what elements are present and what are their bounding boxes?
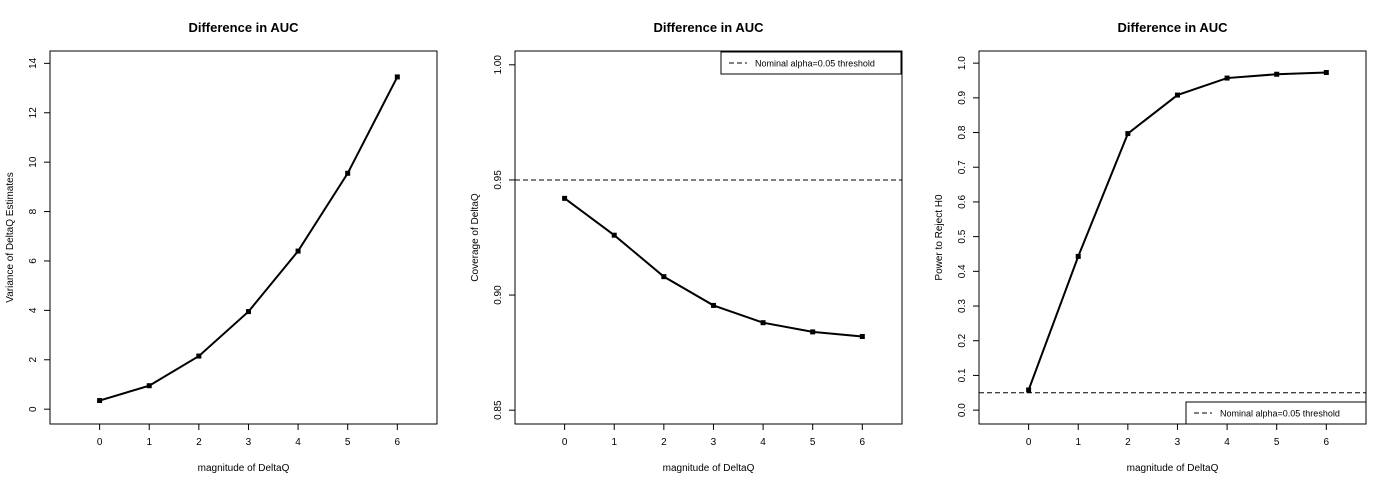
y-tick-label: 0.1 (957, 368, 968, 382)
legend-label: Nominal alpha=0.05 threshold (755, 59, 875, 69)
y-tick-label: 0.2 (957, 333, 968, 347)
y-tick-label: 0.0 (957, 403, 968, 417)
x-tick-label: 4 (1224, 437, 1230, 448)
x-tick-label: 3 (1175, 437, 1181, 448)
y-tick-label: 0.6 (957, 195, 968, 209)
y-tick-label: 1.00 (493, 55, 504, 75)
x-tick-label: 0 (562, 437, 568, 448)
data-point (394, 74, 400, 80)
series-line (564, 197, 863, 338)
data-point (710, 302, 716, 308)
x-tick-label: 2 (661, 437, 667, 448)
x-tick-label: 5 (810, 437, 816, 448)
plot-frame (514, 50, 903, 425)
legend: Nominal alpha=0.05 threshold (720, 51, 902, 75)
data-point (1274, 71, 1280, 77)
data-point (562, 195, 568, 201)
x-tick-label: 0 (1026, 437, 1032, 448)
data-point (97, 398, 103, 404)
y-tick-label: 0 (28, 406, 39, 412)
x-tick-label: 3 (246, 437, 252, 448)
data-point (859, 334, 865, 340)
x-tick-label: 6 (395, 437, 401, 448)
x-tick-label: 5 (1274, 437, 1280, 448)
chart-title: Difference in AUC (188, 20, 299, 35)
x-tick-label: 1 (146, 437, 152, 448)
x-axis-label: magnitude of DeltaQ (663, 463, 755, 474)
x-tick-label: 1 (1075, 437, 1081, 448)
plot-frame (49, 50, 438, 425)
legend-box (720, 51, 902, 75)
chart-panel-3: Difference in AUC 0 1 2 3 4 5 6 0.0 0.1 0.2 0.3 0.4 0… (934, 20, 1367, 474)
y-tick-label: 0.90 (493, 285, 504, 305)
series-line (99, 76, 399, 402)
x-tick-label: 3 (711, 437, 717, 448)
y-tick-label: 6 (28, 258, 39, 264)
y-tick-label: 4 (28, 307, 39, 313)
legend-box (1185, 401, 1367, 425)
x-tick-label: 2 (1125, 437, 1131, 448)
x-axis-label: magnitude of DeltaQ (198, 463, 290, 474)
data-point (760, 320, 766, 326)
data-point (345, 170, 351, 176)
y-tick-label: 0.7 (957, 160, 968, 174)
data-point (611, 232, 617, 238)
data-point (1224, 75, 1230, 81)
y-tick-label: 0.5 (957, 229, 968, 243)
data-point (295, 248, 301, 254)
data-point (146, 383, 152, 389)
data-point (810, 329, 816, 335)
y-tick-label: 0.3 (957, 299, 968, 313)
x-tick-label: 1 (611, 437, 617, 448)
x-tick-label: 0 (97, 437, 103, 448)
y-tick-label: 14 (28, 57, 39, 69)
data-point (1075, 253, 1081, 259)
y-axis-label: Coverage of DeltaQ (470, 193, 481, 282)
x-tick-label: 2 (196, 437, 202, 448)
y-tick-label: 0.85 (493, 400, 504, 420)
x-tick-label: 6 (860, 437, 866, 448)
legend-label: Nominal alpha=0.05 threshold (1220, 409, 1340, 419)
data-point (196, 353, 202, 359)
y-tick-label: 12 (28, 107, 39, 119)
data-point (1323, 70, 1329, 76)
y-tick-label: 0.9 (957, 90, 968, 104)
data-point (1026, 387, 1032, 393)
x-tick-label: 5 (345, 437, 351, 448)
y-tick-label: 8 (28, 208, 39, 214)
x-tick-label: 6 (1324, 437, 1330, 448)
y-tick-label: 2 (28, 357, 39, 363)
chart-title: Difference in AUC (653, 20, 764, 35)
y-axis-label: Variance of DeltaQ Estimates (5, 172, 16, 302)
data-point (245, 309, 251, 315)
y-tick-label: 0.8 (957, 125, 968, 139)
y-tick-label: 10 (28, 156, 39, 168)
data-point (1174, 92, 1180, 98)
y-tick-label: 1.0 (957, 56, 968, 70)
legend: Nominal alpha=0.05 threshold (1185, 401, 1367, 425)
x-tick-label: 4 (295, 437, 301, 448)
y-tick-label: 0.95 (493, 170, 504, 190)
chart-panel-2: Difference in AUC 0 1 2 3 4 5 6 0.85 0.90 0.95 1.00… (470, 20, 903, 474)
data-point (661, 274, 667, 280)
x-axis-label: magnitude of DeltaQ (1127, 463, 1219, 474)
x-tick-label: 4 (760, 437, 766, 448)
y-tick-label: 0.4 (957, 264, 968, 278)
series-line (1027, 71, 1327, 391)
data-point (1125, 131, 1131, 137)
y-axis-label: Power to Reject H0 (934, 194, 945, 281)
chart-title: Difference in AUC (1117, 20, 1228, 35)
